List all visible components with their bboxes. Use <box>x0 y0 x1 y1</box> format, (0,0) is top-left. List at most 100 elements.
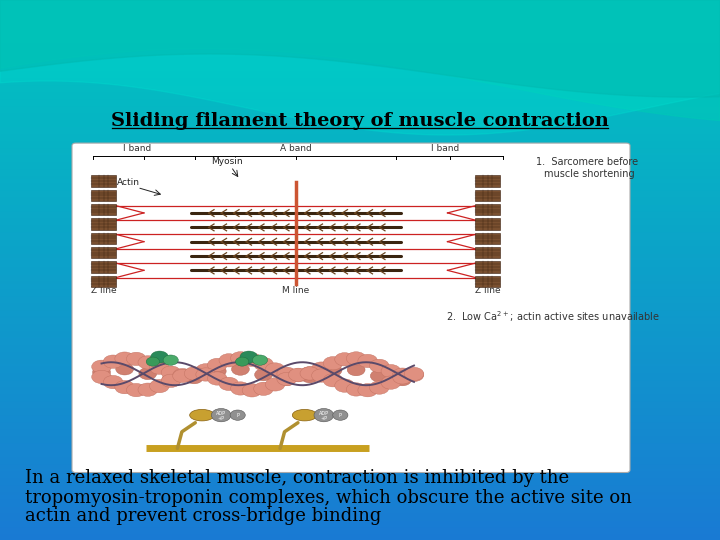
Bar <box>91 233 116 244</box>
Circle shape <box>115 352 135 365</box>
Text: M line: M line <box>282 286 310 295</box>
Circle shape <box>116 363 134 375</box>
Circle shape <box>369 381 389 394</box>
Text: +P: +P <box>320 416 328 421</box>
Circle shape <box>150 380 169 393</box>
Bar <box>475 261 500 273</box>
Circle shape <box>369 359 389 373</box>
Circle shape <box>219 377 238 390</box>
Circle shape <box>333 410 348 420</box>
Circle shape <box>277 367 297 381</box>
Circle shape <box>150 351 168 363</box>
Circle shape <box>230 410 246 420</box>
Circle shape <box>394 374 411 386</box>
Circle shape <box>265 363 285 376</box>
Bar <box>475 247 500 259</box>
Text: A band: A band <box>280 144 312 153</box>
Bar <box>91 247 116 259</box>
Circle shape <box>115 381 135 394</box>
Circle shape <box>127 352 146 366</box>
Circle shape <box>358 354 377 368</box>
Circle shape <box>312 369 331 382</box>
Bar <box>475 175 500 187</box>
Circle shape <box>242 353 262 367</box>
Circle shape <box>300 367 320 380</box>
Bar <box>91 261 116 273</box>
Circle shape <box>230 352 251 365</box>
Circle shape <box>312 362 331 375</box>
Circle shape <box>207 372 227 385</box>
Circle shape <box>335 379 354 392</box>
Text: ADP: ADP <box>216 411 226 416</box>
Text: Actin: Actin <box>117 178 140 187</box>
Circle shape <box>184 367 204 380</box>
Circle shape <box>358 383 377 397</box>
Circle shape <box>324 364 342 376</box>
Circle shape <box>93 366 110 378</box>
Circle shape <box>138 356 158 369</box>
Text: muscle shortening: muscle shortening <box>544 169 634 179</box>
FancyBboxPatch shape <box>72 143 630 472</box>
Circle shape <box>253 357 274 371</box>
Text: Myosin: Myosin <box>211 157 243 166</box>
Circle shape <box>173 368 192 382</box>
Text: I band: I band <box>431 144 459 153</box>
Text: In a relaxed skeletal muscle, contraction is inhibited by the: In a relaxed skeletal muscle, contractio… <box>25 469 570 487</box>
Bar <box>475 204 500 215</box>
Circle shape <box>392 368 413 381</box>
Circle shape <box>346 383 366 396</box>
Circle shape <box>103 375 123 389</box>
Circle shape <box>301 371 319 383</box>
Bar <box>91 204 116 215</box>
Circle shape <box>185 372 203 384</box>
Bar <box>91 276 116 287</box>
Circle shape <box>335 353 354 366</box>
Ellipse shape <box>189 409 215 421</box>
Circle shape <box>253 355 268 365</box>
Circle shape <box>91 370 112 383</box>
Text: Z line: Z line <box>91 286 117 295</box>
Circle shape <box>347 363 365 376</box>
Circle shape <box>196 363 215 377</box>
Text: actin and prevent cross-bridge binding: actin and prevent cross-bridge binding <box>25 507 382 525</box>
Circle shape <box>242 384 262 397</box>
Circle shape <box>91 360 112 374</box>
Text: I band: I band <box>123 144 151 153</box>
Circle shape <box>161 366 181 379</box>
Circle shape <box>163 355 179 365</box>
Bar <box>475 190 500 201</box>
Text: ADP: ADP <box>319 411 329 416</box>
Circle shape <box>253 382 274 395</box>
Circle shape <box>235 357 249 366</box>
Circle shape <box>392 371 413 384</box>
Circle shape <box>138 383 158 396</box>
Circle shape <box>208 365 226 377</box>
Circle shape <box>404 367 424 381</box>
Circle shape <box>231 363 249 375</box>
Circle shape <box>161 374 181 387</box>
Text: 2.  Low Ca$^{2+}$; actin active sites unavailable: 2. Low Ca$^{2+}$; actin active sites una… <box>446 309 660 325</box>
Bar <box>475 276 500 287</box>
Circle shape <box>230 382 251 395</box>
Circle shape <box>323 356 343 370</box>
Text: Z line: Z line <box>475 286 500 295</box>
Circle shape <box>207 359 227 372</box>
Text: Sliding filament theory of muscle contraction: Sliding filament theory of muscle contra… <box>111 112 609 130</box>
Circle shape <box>196 368 215 381</box>
Circle shape <box>212 408 231 422</box>
Text: P: P <box>236 413 239 417</box>
Circle shape <box>146 357 160 366</box>
Circle shape <box>255 369 272 381</box>
Circle shape <box>370 370 388 382</box>
Circle shape <box>162 373 180 386</box>
Ellipse shape <box>292 409 317 421</box>
Circle shape <box>289 369 308 382</box>
Circle shape <box>300 367 320 380</box>
Circle shape <box>184 368 204 381</box>
Text: P: P <box>339 413 342 417</box>
Circle shape <box>103 355 123 368</box>
Circle shape <box>323 374 343 387</box>
Circle shape <box>346 352 366 365</box>
Circle shape <box>314 408 333 422</box>
Circle shape <box>278 374 296 386</box>
